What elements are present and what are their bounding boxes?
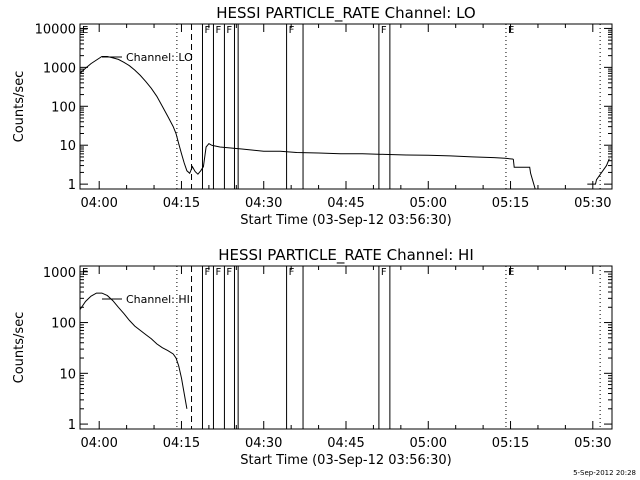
x-tick-label: 04:15 [163, 436, 200, 451]
panel-hi: HESSI PARTICLE_RATE Channel: HI Start Tim… [12, 246, 613, 468]
y-tick-label: 100 [51, 100, 76, 115]
flag-label: F [215, 267, 221, 278]
x-tick-label: 04:45 [327, 436, 364, 451]
x-tick-label: 05:15 [492, 196, 529, 211]
flag-label: F [215, 25, 221, 36]
flag-label: F [204, 25, 210, 36]
plot-date-stamp: 5-Sep-2012 20:28 [573, 469, 636, 477]
y-tick-label: 10000 [35, 22, 76, 37]
flag-label: F [289, 25, 295, 36]
flag-label: F [204, 267, 210, 278]
chart-title: HESSI PARTICLE_RATE Channel: HI [218, 246, 474, 265]
legend-label: Channel: LO [126, 51, 193, 64]
plot-frame [79, 265, 613, 430]
x-tick-label: 05:00 [410, 196, 447, 211]
x-tick-label: 04:30 [245, 196, 282, 211]
x-tick-label: 04:15 [163, 196, 200, 211]
flag-label: E [82, 25, 88, 36]
x-tick-label: 04:00 [80, 196, 117, 211]
y-axis-label: Counts/sec [12, 312, 27, 384]
x-tick-label: 05:15 [492, 436, 529, 451]
series-line [512, 159, 536, 190]
flag-label: F [381, 267, 387, 278]
flag-label: E [82, 267, 88, 278]
flag-label: F [381, 25, 387, 36]
y-tick-label: 1000 [43, 266, 76, 281]
series-line [587, 158, 610, 185]
y-tick-label: 1 [68, 418, 76, 433]
series-line [79, 292, 188, 409]
panel-lo: HESSI PARTICLE_RATE Channel: LO Start Tim… [12, 4, 613, 228]
y-tick-label: 1 [68, 178, 76, 193]
y-axis-label: Counts/sec [12, 71, 27, 143]
x-axis-label: Start Time (03-Sep-12 03:56:30) [240, 213, 451, 228]
x-tick-label: 05:00 [410, 436, 447, 451]
chart-title: HESSI PARTICLE_RATE Channel: LO [216, 4, 475, 23]
x-tick-label: 05:30 [574, 436, 611, 451]
series-line [211, 144, 514, 160]
y-tick-label: 10 [59, 139, 76, 154]
flag-label: E [508, 25, 514, 36]
x-tick-label: 04:30 [245, 436, 282, 451]
x-tick-label: 04:45 [327, 196, 364, 211]
y-tick-label: 1000 [43, 61, 76, 76]
plot-frame [79, 23, 613, 190]
x-axis-label: Start Time (03-Sep-12 03:56:30) [240, 453, 451, 468]
x-tick-label: 05:30 [574, 196, 611, 211]
legend-label: Channel: HI [126, 293, 190, 306]
y-tick-label: 100 [51, 317, 76, 332]
y-tick-label: 10 [59, 367, 76, 382]
flag-label: E [508, 267, 514, 278]
x-tick-label: 04:00 [80, 436, 117, 451]
flag-label: F [226, 25, 232, 36]
flag-label: F [226, 267, 232, 278]
flag-label: F [289, 267, 295, 278]
